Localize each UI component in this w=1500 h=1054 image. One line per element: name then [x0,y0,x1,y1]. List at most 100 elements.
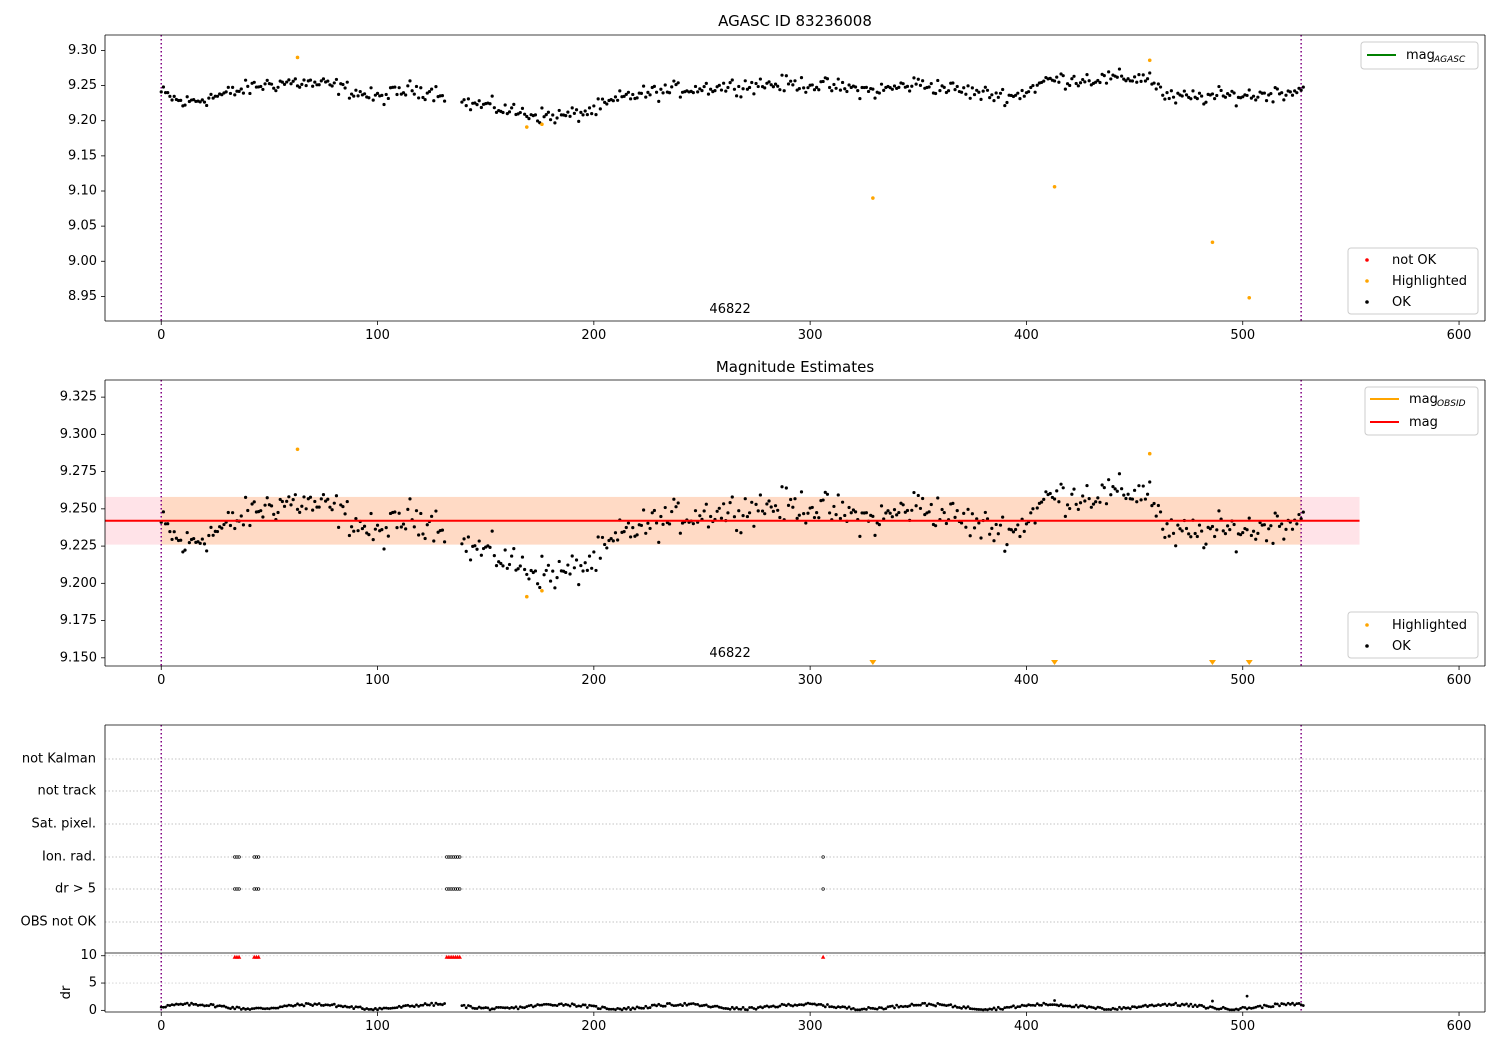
ok-point [1204,100,1208,104]
y-tick-label: 9.15 [68,148,97,163]
dr-point [953,1004,957,1008]
dr-point [1252,1006,1255,1010]
dr-point [1228,1008,1232,1012]
out-of-range-marker [1051,660,1059,665]
dr-point [508,1006,511,1010]
ok-point [598,556,602,560]
ok-point [369,511,373,516]
ok-point [326,79,330,83]
dr-point [246,1007,250,1011]
ok-point [719,516,724,520]
ok-point [181,550,185,554]
ok-point [657,540,661,544]
ok-point [384,525,388,530]
ok-point [672,497,676,501]
flag-point [447,887,451,891]
ok-point [536,119,540,123]
x-tick-label: 0 [157,1019,165,1034]
dr-point [1262,1003,1266,1007]
ok-point [871,87,875,91]
ok-point [1011,530,1016,534]
dr-point [348,1005,351,1009]
dr-point [330,1003,334,1007]
legend-box [1360,41,1479,70]
dr-point [975,1007,979,1011]
ok-point [879,504,884,508]
ok-point [1130,79,1135,83]
dr-point [1291,1001,1294,1005]
dr-point [1012,1004,1015,1008]
ok-point [940,507,944,512]
ok-point [1029,511,1033,515]
ok-point [246,84,250,88]
ok-point [882,88,886,92]
dr-point [484,1006,488,1009]
legend-label: Highlighted [1392,274,1467,289]
dr-point [352,1007,356,1010]
dr-point [646,1006,650,1010]
dr-point [702,1003,706,1007]
dr-point [581,1003,585,1007]
dr-point [263,1007,267,1011]
high-dr-marker [820,954,826,959]
ok-point [1070,77,1074,81]
ok-point [836,493,840,497]
dr-point [947,1003,950,1007]
ok-point [756,509,760,513]
dr-point [1083,1005,1087,1008]
highlighted-point [295,447,300,452]
dr-point [590,1004,594,1008]
ok-point [1189,535,1193,539]
y-tick-label: 9.20 [68,113,97,128]
dr-point [1172,1003,1175,1006]
dr-point [252,1007,256,1010]
ok-point [953,88,957,92]
ok-point [352,94,356,98]
ok-point [291,79,295,83]
ok-point [879,82,884,86]
ok-point [172,94,176,98]
ok-point [832,82,836,87]
ok-point [1284,93,1288,97]
flag-point [447,855,451,859]
ok-point [717,506,721,510]
dr-point [640,1006,643,1010]
ok-point [590,566,594,570]
ok-point [603,542,607,547]
dr-point [265,1007,269,1010]
dr-point [166,1003,170,1007]
dr-point [843,1005,847,1009]
ok-point [228,91,233,96]
ok-point [1081,494,1085,498]
dr-point [291,1004,295,1008]
ok-point [1135,80,1139,84]
ok-point [241,523,246,527]
ok-point [817,88,821,92]
axes-flags: not Kalman not track Sat. pixel. Ion. rad. d… [21,724,1486,953]
ok-point [992,99,996,103]
ok-point [1141,73,1145,77]
ok-point [345,499,349,504]
dr-point [912,1003,916,1007]
ok-point [821,79,825,84]
ok-point [168,529,172,534]
y-tick-label: 9.05 [68,219,97,234]
ok-point [763,86,767,90]
ok-point [901,503,905,507]
ok-point [1031,507,1035,511]
ok-point [185,530,189,535]
ok-point [468,108,473,112]
x-tick-label: 100 [365,1019,390,1034]
flag-point [237,887,241,891]
dr-point [1025,1004,1028,1008]
ok-point [1228,528,1232,532]
ok-point [1167,96,1171,101]
dr-point [1055,1003,1059,1007]
dr-point [443,1002,446,1005]
ok-point [1124,79,1128,83]
dr-point [343,1004,347,1008]
ok-point [497,560,501,564]
ok-point [505,566,509,570]
ok-point [734,94,739,98]
dr-point [248,1008,252,1011]
